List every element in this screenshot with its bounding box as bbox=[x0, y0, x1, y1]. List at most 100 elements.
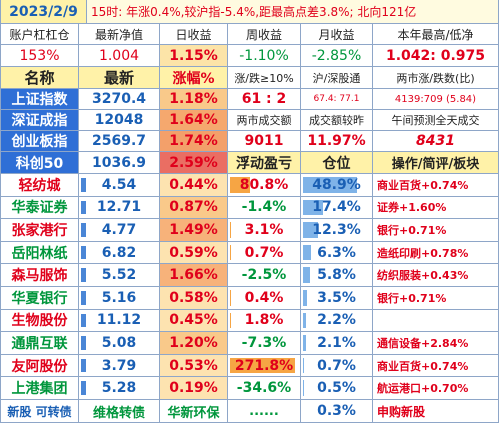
forecast-label: 午间预测全天成交 bbox=[373, 110, 499, 131]
stock-position-label: 48.9% bbox=[312, 176, 361, 193]
stock-pnl-label: -2.5% bbox=[241, 267, 287, 284]
stock-note: 银行+0.71% bbox=[373, 287, 499, 310]
stock-pct: 0.58% bbox=[160, 287, 228, 310]
stock-pct: 0.45% bbox=[160, 309, 228, 333]
pnl-bar bbox=[230, 290, 231, 306]
stock-last: 5.08 bbox=[79, 332, 160, 355]
index-row: 科创50 1036.9 2.59% 浮动盈亏 仓位 操作/简评/板块 bbox=[0, 152, 499, 174]
stock-pnl-label: 80.8% bbox=[239, 176, 289, 193]
turnover-change-label: 成交额较昨 bbox=[301, 110, 373, 131]
stock-name[interactable]: 通鼎互联 bbox=[0, 332, 79, 355]
stock-last: 5.28 bbox=[79, 377, 160, 400]
monthly-return-header: 月收益 bbox=[301, 24, 373, 45]
stock-name-label: 上港集团 bbox=[11, 381, 68, 398]
stock-last-label: 5.16 bbox=[101, 289, 137, 306]
stock-last: 3.79 bbox=[79, 354, 160, 378]
connect-value: 67.4: 77.1 bbox=[301, 89, 373, 110]
breadth-value: 4139:709 (5.84) bbox=[373, 89, 499, 110]
stock-position: 2.1% bbox=[301, 332, 373, 355]
stock-position-label: 17.4% bbox=[312, 199, 361, 216]
stock-pct: 0.87% bbox=[160, 196, 228, 220]
table-row: 森马服饰 5.52 1.66% -2.5% 5.8% 纺织服装+0.43% bbox=[0, 264, 499, 287]
pct-header: 涨幅% bbox=[160, 67, 228, 89]
last-marker bbox=[81, 381, 86, 395]
stock-pnl: 1.8% bbox=[228, 309, 301, 333]
stock-last: 4.54 bbox=[79, 174, 160, 197]
index-last: 12048 bbox=[79, 110, 160, 131]
stock-last-label: 12.71 bbox=[96, 199, 142, 216]
stock-last-label: 5.28 bbox=[101, 380, 137, 397]
stock-name[interactable]: 华夏银行 bbox=[0, 287, 79, 310]
index-name: 深证成指 bbox=[0, 110, 79, 131]
stock-position: 2.2% bbox=[301, 309, 373, 333]
stock-pnl-label: 0.7% bbox=[244, 244, 284, 261]
footer-position: 0.3% bbox=[301, 400, 373, 423]
stock-name[interactable]: 张家港行 bbox=[0, 219, 79, 242]
pnl-bar bbox=[230, 312, 231, 329]
turnover-label: 两市成交额 bbox=[228, 110, 301, 131]
stock-last-label: 5.52 bbox=[101, 267, 137, 284]
stock-name[interactable]: 森马服饰 bbox=[0, 264, 79, 287]
table-row: 轻纺城 4.54 0.44% 80.8% 48.9% 商业百货+0.74% bbox=[0, 174, 499, 197]
pnl-bar bbox=[230, 357, 295, 374]
stock-pct: 0.44% bbox=[160, 174, 228, 197]
pnl-bar bbox=[230, 244, 231, 261]
index-pct: 1.64% bbox=[160, 110, 228, 131]
daily-return-value: 1.15% bbox=[160, 45, 228, 67]
stock-position: 6.3% bbox=[301, 241, 373, 265]
position-bar bbox=[303, 380, 304, 396]
stock-last: 11.12 bbox=[79, 309, 160, 333]
leverage-value: 153% bbox=[0, 45, 79, 67]
stock-position-label: 0.7% bbox=[317, 357, 356, 374]
position-bar bbox=[303, 290, 307, 306]
index-name: 科创50 bbox=[0, 152, 79, 174]
stock-note: 证券+1.60% bbox=[373, 196, 499, 220]
stock-name[interactable]: 生物股份 bbox=[0, 309, 79, 333]
stock-last-label: 6.82 bbox=[101, 244, 137, 261]
footer-bond-1: 维格转债 bbox=[79, 400, 160, 423]
stock-note: 纺织服装+0.43% bbox=[373, 264, 499, 287]
turnover-value: 9011 bbox=[228, 131, 301, 152]
position-bar bbox=[303, 357, 304, 374]
stock-name-label: 生物股份 bbox=[11, 313, 68, 330]
stock-last-label: 4.54 bbox=[101, 176, 137, 193]
footer-row: 新股 可转债 维格转债 华新环保 ...... 0.3% 申购新股 bbox=[0, 400, 499, 423]
table-row: 张家港行 4.77 1.49% 3.1% 12.3% 银行+0.71% bbox=[0, 219, 499, 242]
last-marker bbox=[81, 178, 86, 192]
position-header: 仓位 bbox=[301, 152, 373, 174]
stock-last: 5.16 bbox=[79, 287, 160, 310]
stock-pct: 0.19% bbox=[160, 377, 228, 400]
index-name: 上证指数 bbox=[0, 89, 79, 110]
stock-position-label: 6.3% bbox=[317, 244, 356, 261]
index-name: 创业板指 bbox=[0, 131, 79, 152]
index-pct: 2.59% bbox=[160, 152, 228, 174]
stock-name[interactable]: 轻纺城 bbox=[0, 174, 79, 197]
limit-count-header: 涨/跌≥10% bbox=[228, 67, 301, 89]
stock-name[interactable]: 华泰证券 bbox=[0, 196, 79, 220]
pnl-bar bbox=[230, 222, 231, 238]
stock-note: 通信设备+2.84% bbox=[373, 332, 499, 355]
position-bar bbox=[303, 335, 306, 351]
index-row: 上证指数 3270.4 1.18% 61 : 2 67.4: 77.1 4139… bbox=[0, 89, 499, 110]
stock-pnl-label: 0.4% bbox=[244, 289, 284, 306]
summary-text: 15时: 年涨0.4%,较沪指-5.4%,距最高点差3.8%; 北向121亿 bbox=[87, 0, 499, 24]
stock-position: 48.9% bbox=[301, 174, 373, 197]
last-marker bbox=[81, 291, 86, 305]
stock-pnl: 0.7% bbox=[228, 241, 301, 265]
account-leverage-header: 账户杠杠仓 bbox=[0, 24, 79, 45]
stock-position: 17.4% bbox=[301, 196, 373, 220]
stock-name[interactable]: 上港集团 bbox=[0, 377, 79, 400]
summary-row: 2023/2/9 15时: 年涨0.4%,较沪指-5.4%,距最高点差3.8%;… bbox=[0, 0, 499, 24]
monthly-return-value: -2.85% bbox=[301, 45, 373, 67]
account-values-row: 153% 1.004 1.15% -1.10% -2.85% 1.042: 0.… bbox=[0, 45, 499, 67]
note-header: 操作/简评/板块 bbox=[373, 152, 499, 174]
stock-pct: 1.49% bbox=[160, 219, 228, 242]
stock-name[interactable]: 友阿股份 bbox=[0, 354, 79, 378]
stock-name-label: 通鼎互联 bbox=[11, 335, 68, 352]
table-row: 岳阳林纸 6.82 0.59% 0.7% 6.3% 造纸印刷+0.78% bbox=[0, 241, 499, 265]
stock-name[interactable]: 岳阳林纸 bbox=[0, 241, 79, 265]
name-header: 名称 bbox=[0, 67, 79, 89]
last-marker bbox=[81, 313, 86, 328]
date-cell: 2023/2/9 bbox=[0, 0, 87, 24]
